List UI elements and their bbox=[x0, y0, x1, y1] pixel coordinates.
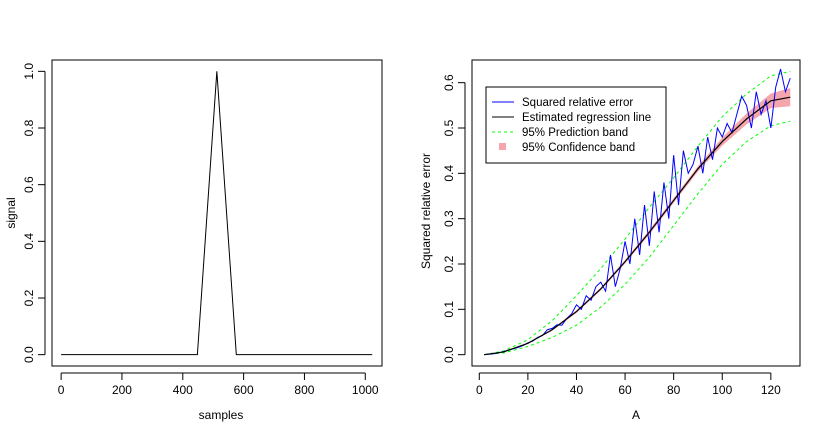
regression-x-tick-label: 0 bbox=[476, 383, 483, 397]
prediction-band-lower bbox=[484, 120, 791, 356]
signal-y-tick-label: 1.0 bbox=[22, 63, 36, 80]
signal-series-group bbox=[61, 71, 373, 356]
regression-x-tick-label: 60 bbox=[618, 383, 632, 397]
prediction-band-upper bbox=[484, 70, 791, 356]
legend-label-prediction: 95% Prediction band bbox=[522, 127, 628, 139]
signal-line bbox=[61, 71, 373, 356]
regression-y-tick-label: 0.4 bbox=[442, 165, 456, 182]
regression-line bbox=[484, 96, 791, 356]
signal-x-tick-label: 600 bbox=[234, 383, 254, 397]
regression-y-tick-label: 0.3 bbox=[442, 210, 456, 227]
signal-y-tick-label: 0.4 bbox=[22, 233, 36, 250]
confidence-band bbox=[484, 88, 791, 355]
signal-x-tick-label: 1000 bbox=[352, 383, 379, 397]
signal-y-tick-label: 0.2 bbox=[22, 289, 36, 306]
legend-label-error: Squared relative error bbox=[522, 97, 633, 109]
regression-y-tick-label: 0.1 bbox=[442, 301, 456, 318]
regression-x-tick-label: 80 bbox=[667, 383, 681, 397]
regression-x-tick-label: 40 bbox=[570, 383, 584, 397]
regression-x-label: A bbox=[632, 408, 640, 422]
regression-y-label: Squared relative error bbox=[419, 153, 433, 269]
legend-label-regression: Estimated regression line bbox=[522, 112, 651, 124]
regression-y-tick-label: 0.2 bbox=[442, 255, 456, 272]
regression-y-tick-label: 0.0 bbox=[442, 346, 456, 363]
legend-swatch-confidence bbox=[499, 143, 506, 150]
regression-plot-frame bbox=[471, 59, 801, 367]
legend-label-confidence: 95% Confidence band bbox=[522, 142, 635, 154]
signal-x-label: samples bbox=[199, 408, 244, 422]
signal-y-axis: 0.0 0.2 0.4 0.6 0.8 1.0 bbox=[22, 63, 46, 363]
signal-y-tick-label: 0.0 bbox=[22, 346, 36, 363]
signal-x-tick-label: 200 bbox=[112, 383, 132, 397]
regression-y-tick-label: 0.5 bbox=[442, 119, 456, 136]
regression-plot-panel: 0 20 40 60 80 100 120 0.00.10.20.30.40.50.6 A … bbox=[419, 59, 801, 422]
legend-box bbox=[485, 86, 667, 164]
signal-plot-frame bbox=[51, 59, 383, 367]
regression-y-axis: 0.0 0.1 0.2 0.3 0.4 0.5 0.6 bbox=[442, 74, 466, 363]
regression-series-group bbox=[484, 68, 791, 356]
signal-y-tick-label: 0.6 bbox=[22, 176, 36, 193]
signal-x-tick-label: 400 bbox=[173, 383, 193, 397]
signal-x-tick-label: 0 bbox=[58, 383, 65, 397]
regression-y-tick-label: 0.6 bbox=[442, 74, 456, 91]
signal-x-tick-label: 800 bbox=[294, 383, 314, 397]
signal-plot-panel: 0 200 400 600 800 1000 0.0 0.2 0.4 0.6 0.8 1.0 sam… bbox=[4, 59, 383, 422]
signal-y-tick-label: 0.8 bbox=[22, 119, 36, 136]
regression-x-tick-label: 20 bbox=[521, 383, 535, 397]
signal-y-label: signal bbox=[4, 197, 18, 228]
regression-legend: Squared relative error Estimated regress… bbox=[485, 86, 667, 164]
signal-x-axis: 0 200 400 600 800 1000 bbox=[58, 372, 379, 397]
regression-x-tick-label: 120 bbox=[761, 383, 781, 397]
regression-x-axis: 0 20 40 60 80 100 120 bbox=[476, 372, 781, 397]
regression-x-tick-label: 100 bbox=[712, 383, 732, 397]
